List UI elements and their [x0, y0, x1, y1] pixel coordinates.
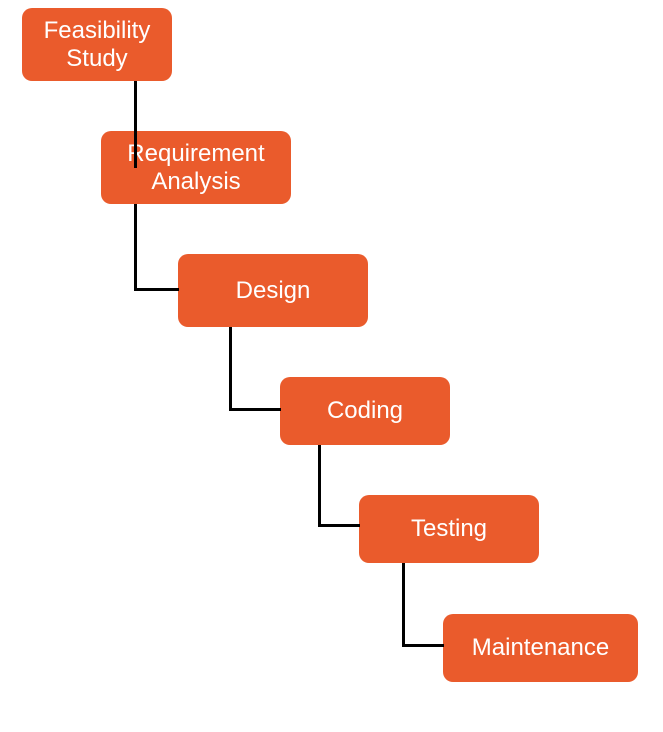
stage-label: Coding: [327, 397, 403, 425]
stage-coding: Coding: [280, 377, 450, 445]
stage-label: Maintenance: [472, 634, 609, 662]
connector-v-coding-testing: [318, 445, 321, 527]
stage-requirement: RequirementAnalysis: [101, 131, 291, 204]
stage-label: Testing: [411, 515, 487, 543]
connector-v-feasibility-requirement: [134, 81, 137, 168]
stage-maintenance: Maintenance: [443, 614, 638, 682]
connector-h-design-coding: [229, 408, 281, 411]
connector-v-testing-maintenance: [402, 563, 405, 647]
stage-design: Design: [178, 254, 368, 327]
connector-h-coding-testing: [318, 524, 360, 527]
connector-v-requirement-design: [134, 204, 137, 291]
connector-h-requirement-design: [134, 288, 179, 291]
connector-h-testing-maintenance: [402, 644, 444, 647]
waterfall-diagram: FeasibilityStudy RequirementAnalysis Desig…: [0, 0, 663, 732]
stage-label: FeasibilityStudy: [44, 17, 151, 72]
stage-label: RequirementAnalysis: [127, 140, 264, 195]
stage-label: Design: [236, 277, 311, 305]
connector-v-design-coding: [229, 327, 232, 411]
stage-testing: Testing: [359, 495, 539, 563]
stage-feasibility: FeasibilityStudy: [22, 8, 172, 81]
